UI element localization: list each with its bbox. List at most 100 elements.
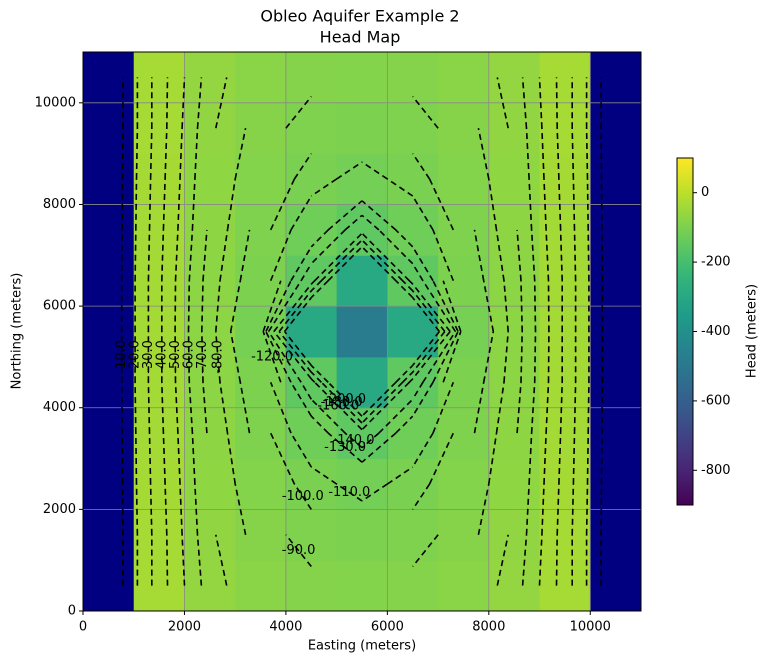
contour-line — [120, 77, 604, 586]
heat-cell — [590, 509, 642, 561]
contour-label: -80.0 — [210, 340, 225, 374]
heat-cell — [235, 102, 287, 155]
contour-line — [265, 200, 459, 463]
heat-cell — [83, 255, 135, 307]
contour-label: -160.0 — [317, 399, 359, 414]
heat-cell — [488, 560, 541, 612]
contour-label: -140.0 — [333, 433, 375, 448]
heat-cell — [438, 153, 490, 205]
heat-cell — [539, 153, 591, 205]
heat-cell — [488, 102, 541, 155]
contour-line — [269, 153, 455, 510]
heat-cell — [184, 509, 236, 561]
heat-cell — [590, 102, 642, 155]
contour-label: -40.0 — [154, 340, 169, 374]
contour-line — [278, 239, 446, 424]
contour-line — [161, 77, 563, 586]
y-axis-label: Northing (meters) — [10, 273, 25, 390]
heat-cell — [285, 255, 338, 307]
heat-cell — [438, 407, 490, 460]
contour-line — [269, 161, 455, 502]
heat-cell — [133, 509, 185, 561]
heat-cell — [438, 52, 490, 104]
contour-label: -110.0 — [328, 485, 370, 500]
contour-label: -20.0 — [128, 340, 143, 374]
heat-cell — [133, 153, 185, 205]
heat-cell — [387, 102, 439, 155]
heat-cell — [387, 509, 439, 561]
y-tick-label: 0 — [68, 604, 76, 619]
heat-cell — [235, 458, 287, 510]
contour-label: -100.0 — [282, 489, 324, 504]
heat-cell — [83, 153, 135, 205]
contour-line — [134, 77, 590, 586]
heat-cell — [438, 102, 490, 155]
y-tick-label: 8000 — [43, 197, 76, 212]
heat-cell — [488, 458, 541, 510]
x-tick-label: 6000 — [371, 620, 404, 635]
colorbar-tick-label: -200 — [701, 255, 731, 270]
heat-cell — [133, 255, 185, 307]
heat-cell — [488, 306, 541, 358]
heat-cell — [83, 407, 135, 460]
heat-cell — [83, 458, 135, 510]
heat-cell — [488, 52, 541, 104]
contour-label: -70.0 — [195, 340, 210, 374]
heat-cell — [235, 306, 287, 358]
heat-cell — [438, 560, 490, 612]
colorbar-tick-label: -800 — [701, 463, 731, 478]
heat-cell — [235, 407, 287, 460]
heat-cell — [235, 560, 287, 612]
contour-label: -30.0 — [141, 340, 156, 374]
contour-line — [174, 77, 550, 586]
heat-cell — [336, 458, 388, 510]
heat-cell — [590, 560, 642, 612]
heat-cell — [83, 102, 135, 155]
heat-cell — [184, 356, 236, 409]
colorbar-tick-label: -600 — [701, 393, 731, 408]
heat-cell — [285, 52, 338, 104]
y-tick-label: 2000 — [43, 502, 76, 517]
contour-line — [229, 95, 495, 568]
heat-cell — [539, 306, 591, 358]
heat-cell — [336, 509, 388, 561]
heat-cell — [387, 52, 439, 104]
heat-cell — [539, 52, 591, 104]
contour-label: -90.0 — [282, 543, 316, 558]
contour-line — [273, 232, 451, 431]
heat-cell — [590, 356, 642, 409]
heat-cell — [539, 509, 591, 561]
heat-cell — [133, 306, 185, 358]
colorbar — [676, 157, 694, 506]
contour-line — [283, 246, 441, 417]
heat-cell — [336, 560, 388, 612]
heat-cell — [590, 153, 642, 205]
heat-cell — [488, 153, 541, 205]
contour-label: -10.0 — [114, 340, 129, 374]
heat-cell — [539, 458, 591, 510]
heat-cell — [133, 102, 185, 155]
x-tick-label: 2000 — [168, 620, 201, 635]
colorbar-tick-label: 0 — [701, 185, 709, 200]
heat-cell — [590, 204, 642, 256]
heat-cell — [387, 458, 439, 510]
heat-cell — [235, 509, 287, 561]
heat-cell — [387, 306, 439, 358]
heat-cell — [438, 509, 490, 561]
colorbar-tick-label: -400 — [701, 324, 731, 339]
heat-cell — [336, 255, 388, 307]
heat-cell — [438, 204, 490, 256]
heat-cell — [590, 52, 642, 104]
x-axis-label: Easting (meters) — [308, 639, 416, 654]
x-tick-label: 10000 — [570, 620, 611, 635]
y-tick-label: 6000 — [43, 299, 76, 314]
y-tick-label: 4000 — [43, 400, 76, 415]
heat-cell — [235, 255, 287, 307]
contour-line — [267, 214, 457, 449]
heat-cell — [539, 560, 591, 612]
contour-label: -130.0 — [324, 440, 366, 455]
contour-line — [201, 77, 523, 586]
colorbar-label: Head (meters) — [745, 284, 760, 378]
heat-cell — [336, 102, 388, 155]
